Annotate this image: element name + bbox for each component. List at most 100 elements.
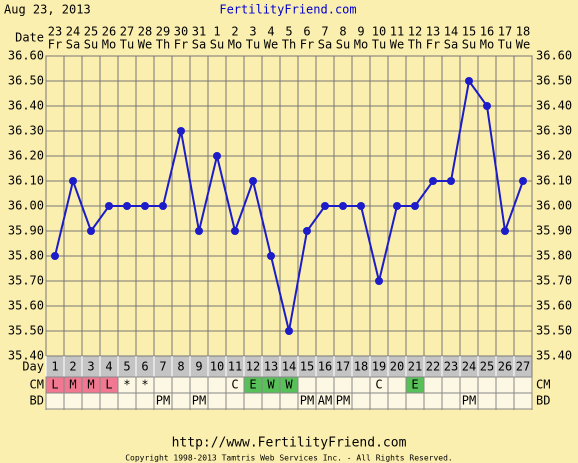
temperature-point [285, 327, 293, 335]
row-cell-text: W [267, 378, 275, 392]
date-label: 9 [357, 25, 364, 39]
weekday-label: Su [84, 38, 98, 52]
y-tick-label: 36.60 [8, 49, 44, 63]
row-cell [171, 376, 191, 394]
row-cell-text: AM [318, 394, 332, 408]
row-label: BD [30, 394, 44, 408]
day-number: 6 [141, 360, 148, 374]
row-cell-text: PM [300, 394, 314, 408]
row-cell-text: C [375, 378, 382, 392]
row-cell [45, 392, 65, 410]
weekday-label: Tu [372, 38, 386, 52]
day-number: 1 [51, 360, 58, 374]
temperature-point [87, 227, 95, 235]
weekday-label: We [516, 38, 530, 52]
row-cell-text: M [87, 378, 94, 392]
row-label: CM [30, 378, 44, 392]
temperature-point [69, 177, 77, 185]
date-label: 18 [516, 25, 530, 39]
weekday-label: Fr [48, 38, 62, 52]
temperature-point [429, 177, 437, 185]
temperature-point [249, 177, 257, 185]
row-cell [495, 376, 515, 394]
row-cell [297, 376, 317, 394]
row-cell [81, 392, 101, 410]
y-tick-label-right: 35.70 [536, 274, 572, 288]
date-label: 10 [372, 25, 386, 39]
weekday-label: Mo [228, 38, 242, 52]
day-number: 15 [300, 360, 314, 374]
row-cell [477, 376, 497, 394]
day-label: Day [22, 360, 44, 374]
footer-copyright: Copyright 1998-2013 Tamtris Web Services… [125, 454, 453, 463]
temperature-point [519, 177, 527, 185]
day-number: 21 [408, 360, 422, 374]
day-number: 16 [318, 360, 332, 374]
day-number: 11 [228, 360, 242, 374]
temperature-point [231, 227, 239, 235]
row-cell-text: * [141, 378, 148, 392]
row-cell [423, 392, 443, 410]
row-label-right: CM [536, 378, 550, 392]
row-cell [333, 376, 353, 394]
weekday-label: Tu [498, 38, 512, 52]
temperature-point [447, 177, 455, 185]
date-label: 8 [339, 25, 346, 39]
weekday-label: Tu [120, 38, 134, 52]
weekday-label: Fr [426, 38, 440, 52]
date-label: 1 [213, 25, 220, 39]
row-cell [477, 392, 497, 410]
row-cell [207, 376, 227, 394]
date-label: 15 [462, 25, 476, 39]
date-label: 5 [285, 25, 292, 39]
temperature-point [195, 227, 203, 235]
row-cell [441, 376, 461, 394]
date-label: 4 [267, 25, 274, 39]
row-cell [261, 392, 281, 410]
y-tick-label-right: 35.40 [536, 349, 572, 363]
day-number: 26 [498, 360, 512, 374]
row-cell-text: PM [462, 394, 476, 408]
row-cell-text: L [51, 378, 58, 392]
temperature-point [339, 202, 347, 210]
y-tick-label-right: 35.80 [536, 249, 572, 263]
row-cell-text: M [69, 378, 76, 392]
y-tick-label-right: 35.90 [536, 224, 572, 238]
temperature-point [483, 102, 491, 110]
y-tick-label-right: 36.40 [536, 99, 572, 113]
weekday-label: Th [156, 38, 170, 52]
weekday-label: Mo [480, 38, 494, 52]
temperature-point [393, 202, 401, 210]
row-cell [207, 392, 227, 410]
row-cell [513, 376, 533, 394]
day-number: 7 [159, 360, 166, 374]
y-tick-label: 36.40 [8, 99, 44, 113]
weekday-label: Sa [192, 38, 206, 52]
y-tick-label: 36.20 [8, 149, 44, 163]
temperature-point [501, 227, 509, 235]
row-cell [171, 392, 191, 410]
row-cell [225, 392, 245, 410]
temperature-point [465, 77, 473, 85]
row-cell-text: C [231, 378, 238, 392]
day-number: 10 [210, 360, 224, 374]
day-number: 13 [264, 360, 278, 374]
row-cell [153, 376, 173, 394]
temperature-point [357, 202, 365, 210]
date-label: 17 [498, 25, 512, 39]
day-number: 8 [177, 360, 184, 374]
row-cell [315, 376, 335, 394]
row-cell [387, 392, 407, 410]
row-cell-text: L [105, 378, 112, 392]
date-label: 11 [390, 25, 404, 39]
weekday-label: Th [408, 38, 422, 52]
y-tick-label-right: 36.10 [536, 174, 572, 188]
day-number: 23 [444, 360, 458, 374]
weekday-label: Su [210, 38, 224, 52]
chart-title: FertilityFriend.com [219, 3, 356, 17]
row-cell [63, 392, 83, 410]
row-cell [279, 392, 299, 410]
date-label: 24 [66, 25, 80, 39]
date-label: Date [15, 31, 44, 45]
day-number: 18 [354, 360, 368, 374]
